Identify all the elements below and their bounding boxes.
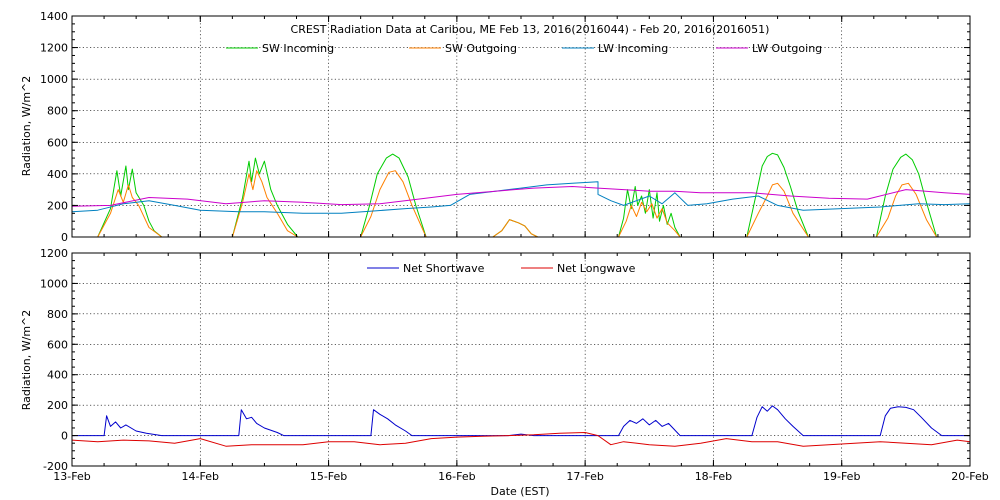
series-line-lw-incoming bbox=[71, 181, 971, 214]
y-tick-label: 400 bbox=[47, 168, 68, 181]
bottom-y-axis-label: Radiation, W/m^2 bbox=[20, 310, 33, 411]
bottom-panel-legend: Net Shortwave Net Longwave bbox=[367, 262, 636, 275]
legend-label: LW Incoming bbox=[598, 42, 668, 55]
top-panel-legend: SW Incoming SW Outgoing LW Incoming LW Outg… bbox=[226, 42, 822, 55]
y-tick-label: 800 bbox=[47, 308, 68, 321]
y-tick-label: 0 bbox=[61, 231, 68, 244]
y-tick-label: 600 bbox=[47, 136, 68, 149]
chart-title: CREST Radiation Data at Caribou, ME Feb … bbox=[291, 23, 770, 36]
bottom-panel-axes: -200 0 200 400 600 800 1000 1200 13-Feb 14-Feb 15-… bbox=[40, 247, 989, 483]
y-tick-label: 1200 bbox=[40, 247, 68, 260]
legend-label: SW Outgoing bbox=[445, 42, 517, 55]
y-tick-label: 1400 bbox=[40, 10, 68, 23]
series-line-net-longwave bbox=[71, 432, 971, 447]
series-line-lw-outgoing bbox=[71, 186, 971, 207]
bottom-panel-series bbox=[71, 405, 971, 447]
x-tick-label: 13-Feb bbox=[53, 470, 90, 483]
y-tick-label: 1000 bbox=[40, 73, 68, 86]
x-tick-label: 19-Feb bbox=[823, 470, 860, 483]
y-tick-label: 400 bbox=[47, 369, 68, 382]
y-tick-label: 0 bbox=[61, 430, 68, 443]
y-tick-label: 1000 bbox=[40, 277, 68, 290]
y-tick-label: 800 bbox=[47, 105, 68, 118]
x-tick-label: 17-Feb bbox=[566, 470, 603, 483]
legend-label: SW Incoming bbox=[262, 42, 334, 55]
series-line-sw-outgoing bbox=[97, 170, 938, 238]
bottom-panel-grid bbox=[72, 253, 970, 466]
legend-label: LW Outgoing bbox=[752, 42, 822, 55]
y-tick-label: 1200 bbox=[40, 42, 68, 55]
x-tick-label: 20-Feb bbox=[951, 470, 988, 483]
series-line-net-shortwave bbox=[72, 405, 970, 437]
top-y-axis-label: Radiation, W/m^2 bbox=[20, 76, 33, 177]
bottom-panel-net-radiation: -200 0 200 400 600 800 1000 1200 13-Feb 14-Feb 15-… bbox=[20, 247, 989, 498]
y-tick-label: 600 bbox=[47, 338, 68, 351]
top-panel-series bbox=[71, 152, 971, 238]
top-panel-axes: 0 200 400 600 800 1000 1200 1400 bbox=[40, 10, 971, 244]
x-tick-label: 16-Feb bbox=[438, 470, 475, 483]
x-axis-label: Date (EST) bbox=[490, 485, 549, 498]
legend-label: Net Longwave bbox=[557, 262, 636, 275]
legend-label: Net Shortwave bbox=[403, 262, 485, 275]
x-tick-label: 15-Feb bbox=[310, 470, 347, 483]
y-tick-label: -200 bbox=[43, 460, 68, 473]
y-tick-label: 200 bbox=[47, 199, 68, 212]
y-tick-label: 200 bbox=[47, 399, 68, 412]
top-panel-radiation-components: 0 200 400 600 800 1000 1200 1400 CREST Radiatio… bbox=[20, 10, 971, 244]
x-tick-label: 18-Feb bbox=[695, 470, 732, 483]
x-tick-label: 14-Feb bbox=[182, 470, 219, 483]
